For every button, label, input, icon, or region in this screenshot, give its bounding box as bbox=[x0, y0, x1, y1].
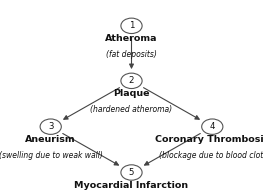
Circle shape bbox=[121, 165, 142, 180]
Text: (fat deposits): (fat deposits) bbox=[106, 50, 157, 59]
Circle shape bbox=[202, 119, 223, 134]
Text: Myocardial Infarction: Myocardial Infarction bbox=[74, 181, 189, 190]
Text: (blockage due to blood clot): (blockage due to blood clot) bbox=[159, 151, 263, 160]
Text: Aneurism: Aneurism bbox=[26, 135, 76, 144]
Text: 1: 1 bbox=[129, 21, 134, 30]
Text: Atheroma: Atheroma bbox=[105, 34, 158, 43]
Text: (hardened atheroma): (hardened atheroma) bbox=[90, 105, 173, 114]
Text: Plaque: Plaque bbox=[113, 89, 150, 98]
Text: 4: 4 bbox=[210, 122, 215, 131]
Text: Coronary Thrombosis: Coronary Thrombosis bbox=[155, 135, 263, 144]
Text: (swelling due to weak wall): (swelling due to weak wall) bbox=[0, 151, 103, 160]
Circle shape bbox=[121, 73, 142, 89]
Text: 5: 5 bbox=[129, 168, 134, 177]
Text: 2: 2 bbox=[129, 76, 134, 85]
Text: 3: 3 bbox=[48, 122, 53, 131]
Circle shape bbox=[121, 18, 142, 34]
Circle shape bbox=[40, 119, 61, 134]
